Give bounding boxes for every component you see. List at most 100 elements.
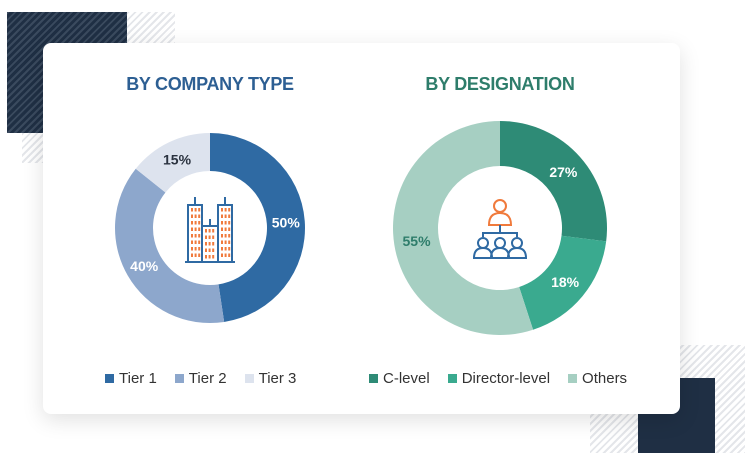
legend-label: Tier 3	[258, 370, 297, 387]
legend-item: Tier 2	[174, 370, 227, 387]
legend-item: C-level	[369, 370, 430, 387]
window	[224, 208, 227, 212]
window	[198, 227, 201, 231]
window	[198, 240, 201, 244]
window	[191, 214, 193, 218]
window	[228, 227, 231, 231]
window	[228, 247, 231, 251]
window	[208, 235, 211, 239]
window	[224, 253, 227, 257]
legend-item: Tier 3	[244, 370, 297, 387]
org-hierarchy-icon	[472, 199, 528, 259]
chart-title-company-type: BY COMPANY TYPE	[126, 74, 294, 94]
window	[221, 214, 223, 218]
window	[221, 240, 223, 244]
window	[208, 255, 211, 259]
legend-label: C-level	[383, 370, 430, 387]
window	[194, 227, 197, 231]
window	[221, 234, 223, 238]
window	[191, 247, 193, 251]
decor-hatch-left	[22, 133, 43, 163]
data-label: 18%	[551, 274, 580, 290]
window	[205, 235, 207, 239]
window	[228, 208, 231, 212]
window	[224, 227, 227, 231]
window	[191, 227, 193, 231]
legend-swatch	[244, 374, 254, 383]
window	[221, 247, 223, 251]
window	[205, 248, 207, 252]
window	[228, 253, 231, 257]
window	[224, 240, 227, 244]
legend-designation: C-level Director-level Others	[369, 370, 627, 387]
window	[228, 214, 231, 218]
window	[191, 253, 193, 257]
window	[228, 234, 231, 238]
window	[191, 221, 193, 225]
window	[212, 255, 215, 259]
window	[212, 242, 215, 246]
window	[208, 229, 211, 233]
window	[198, 221, 201, 225]
legend-label: Tier 1	[119, 370, 157, 387]
window	[198, 234, 201, 238]
donut-slice-tier-3	[135, 133, 210, 193]
window	[221, 227, 223, 231]
window	[221, 221, 223, 225]
decor-hatch-top-left	[127, 12, 175, 43]
data-label: 15%	[163, 152, 192, 168]
window	[224, 234, 227, 238]
legend-item: Director-level	[447, 370, 551, 387]
window	[198, 247, 201, 251]
legend-swatch	[174, 374, 184, 383]
window	[194, 208, 197, 212]
window	[208, 242, 211, 246]
donut-slice-tier-2	[114, 168, 225, 323]
window	[228, 221, 231, 225]
chart-title-designation: BY DESIGNATION	[425, 74, 575, 94]
window	[205, 229, 207, 233]
window	[191, 234, 193, 238]
legend-item: Others	[568, 370, 627, 387]
window	[194, 214, 197, 218]
window	[224, 221, 227, 225]
window	[205, 255, 207, 259]
window	[205, 242, 207, 246]
window	[191, 208, 193, 212]
window	[228, 240, 231, 244]
window	[224, 214, 227, 218]
window	[198, 214, 201, 218]
window	[212, 235, 215, 239]
donut-slice-director-level	[519, 235, 607, 330]
window	[194, 240, 197, 244]
window	[194, 253, 197, 257]
donut-slice-c-level	[500, 121, 607, 242]
window	[194, 247, 197, 251]
window	[194, 234, 197, 238]
window	[212, 229, 215, 233]
window	[194, 221, 197, 225]
legend-swatch	[447, 374, 457, 383]
legend-label: Others	[582, 370, 628, 387]
window	[224, 247, 227, 251]
window	[221, 208, 223, 212]
data-label: 27%	[549, 164, 578, 180]
legend-company-type: Tier 1 Tier 2 Tier 3	[105, 370, 296, 387]
legend-label: Director-level	[461, 370, 551, 387]
data-label: 40%	[130, 258, 159, 274]
legend-swatch	[105, 374, 114, 383]
legend-swatch	[568, 374, 578, 383]
data-label: 50%	[272, 214, 301, 230]
legend-swatch	[369, 374, 378, 383]
office-buildings-icon	[185, 197, 235, 263]
window	[191, 240, 193, 244]
window	[198, 208, 201, 212]
donut-slice-others	[393, 121, 534, 335]
legend-item: Tier 1	[105, 370, 157, 387]
donut-slice-tier-1	[210, 133, 306, 322]
data-label: 55%	[403, 233, 432, 249]
window	[208, 248, 211, 252]
window	[221, 253, 223, 257]
window	[212, 248, 215, 252]
